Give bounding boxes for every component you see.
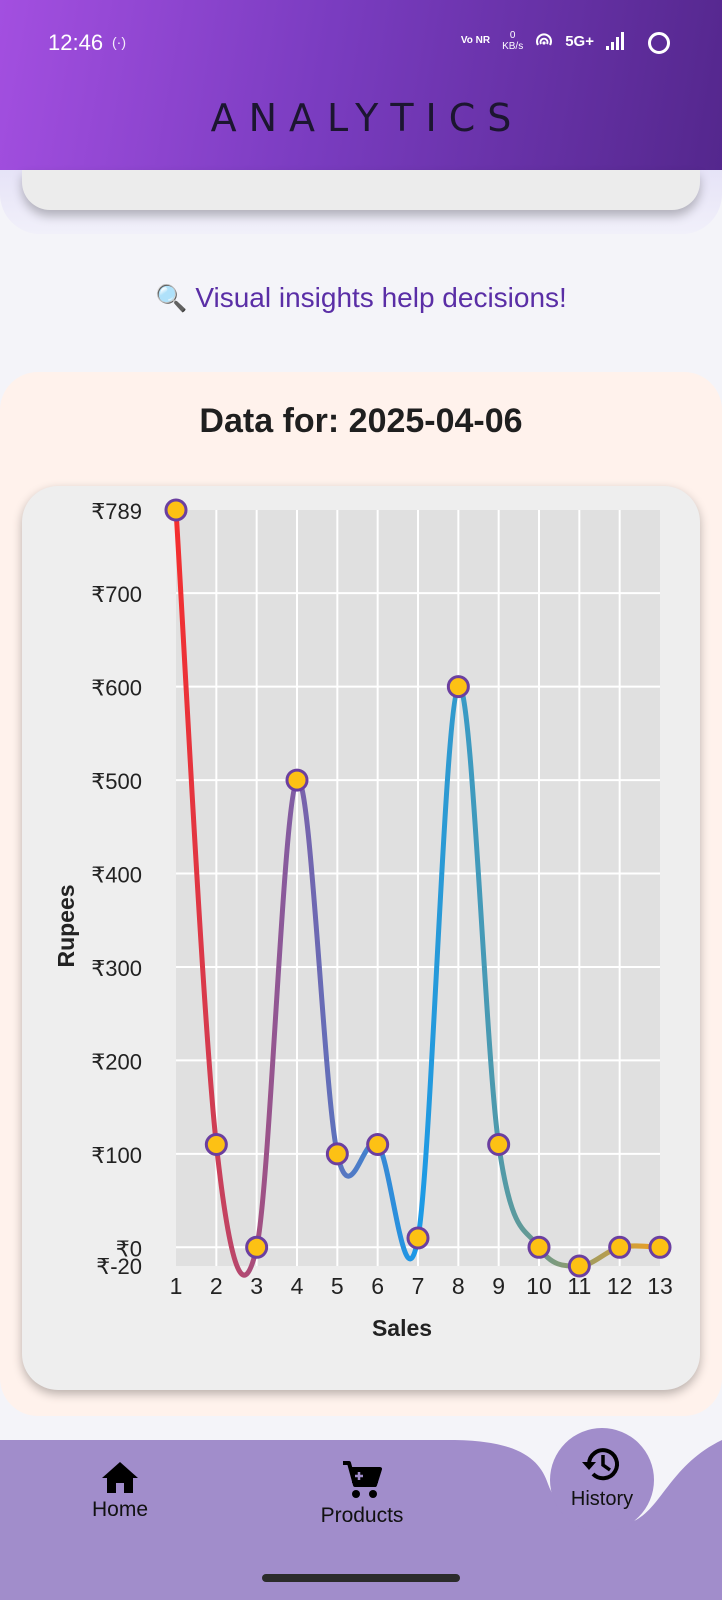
x-tick-label: 2 [210, 1273, 223, 1299]
y-tick-label: ₹100 [91, 1143, 142, 1168]
x-tick-label: 1 [170, 1273, 183, 1299]
y-tick-label: ₹700 [91, 582, 142, 607]
y-tick-label: ₹400 [91, 863, 142, 888]
page-title: ANALYTICS [210, 96, 524, 140]
x-tick-label: 9 [492, 1273, 505, 1299]
bottom-nav-background [0, 1440, 722, 1600]
x-tick-label: 10 [526, 1273, 552, 1299]
battery-circle-icon [648, 32, 670, 54]
nav-item-home[interactable]: Home [50, 1460, 190, 1522]
nav-item-products[interactable]: Products [292, 1460, 432, 1528]
data-point [608, 1235, 632, 1259]
y-tick-label: ₹789 [91, 499, 142, 524]
top-card-backdrop [0, 170, 722, 234]
x-tick-label: 4 [291, 1273, 304, 1299]
hotspot-signal-icon [536, 33, 553, 46]
y-tick-label: ₹500 [91, 769, 142, 794]
data-speed-value: 0 [509, 30, 516, 41]
data-point [245, 1235, 269, 1259]
y-tick-label: ₹0 [116, 1236, 142, 1261]
data-card: Data for: 2025-04-06 ₹0 ₹100 ₹200 ₹300 ₹400 ₹… [0, 372, 722, 1416]
tagline-text: Visual insights help decisions! [195, 282, 567, 313]
data-speed-unit: KB/s [502, 41, 524, 52]
data-point [406, 1226, 430, 1250]
nav-history-label: History [570, 1488, 634, 1510]
x-tick-label: 5 [331, 1273, 344, 1299]
x-tick-label: 11 [567, 1273, 591, 1299]
summary-card [22, 170, 700, 210]
data-card-title: Data for: 2025-04-06 [199, 402, 523, 440]
hotspot-icon: (·) [112, 34, 126, 50]
data-point [204, 1133, 228, 1157]
y-axis-title: Rupees [53, 884, 79, 967]
status-time: 12:46 [48, 30, 104, 55]
y-tick-label: ₹200 [91, 1049, 142, 1074]
x-axis-title: Sales [372, 1315, 432, 1341]
status-icons: Vo NR 0 KB/s 5G+ [461, 30, 666, 52]
x-tick-label: 7 [412, 1273, 425, 1299]
data-point [446, 675, 470, 699]
signal-icon [606, 32, 624, 50]
data-point [567, 1254, 591, 1278]
vonr-icon: Vo NR [460, 35, 491, 46]
x-tick-label: 13 [647, 1273, 673, 1299]
data-point [164, 498, 188, 522]
x-tick-label: 8 [452, 1273, 465, 1299]
cart-icon [343, 1461, 382, 1498]
data-point [527, 1235, 551, 1259]
y-tick-label-min: ₹-20 [96, 1254, 142, 1279]
data-speed: 0 KB/s [502, 30, 523, 52]
data-point [487, 1133, 511, 1157]
data-point [285, 768, 309, 792]
home-indicator [262, 1574, 460, 1582]
nav-home-label: Home [91, 1498, 149, 1521]
bottom-nav: Home Products History [0, 1428, 722, 1600]
sales-line-chart: ₹0₹100₹200₹300₹400₹500₹600₹700₹789₹-201 2… [53, 498, 673, 1341]
data-point [648, 1235, 672, 1259]
tagline: 🔍 Visual insights help decisions! [0, 282, 722, 314]
chart-card: ₹0 ₹100 ₹200 ₹300 ₹400 ₹500 ₹600 ₹700 ₹789 ₹-20 1 2… [22, 486, 700, 1390]
x-tick-label: 3 [250, 1273, 263, 1299]
network-type: 5G+ [565, 32, 594, 50]
nav-item-history[interactable]: History [550, 1428, 654, 1532]
nav-products-label: Products [320, 1504, 404, 1527]
data-point [325, 1142, 349, 1166]
y-tick-label: ₹300 [91, 956, 142, 981]
history-icon [582, 1448, 619, 1481]
home-icon [102, 1462, 138, 1493]
x-tick-label: 12 [607, 1273, 633, 1299]
app-header: 12:46 (·) Vo NR 0 KB/s 5G+ ANALYTICS [0, 0, 722, 170]
status-bar: 12:46 (·) Vo NR 0 KB/s 5G+ [0, 0, 722, 90]
x-tick-label: 6 [371, 1273, 384, 1299]
y-tick-label: ₹600 [91, 676, 142, 701]
data-point [366, 1133, 390, 1157]
magnifier-icon: 🔍 [155, 283, 188, 313]
